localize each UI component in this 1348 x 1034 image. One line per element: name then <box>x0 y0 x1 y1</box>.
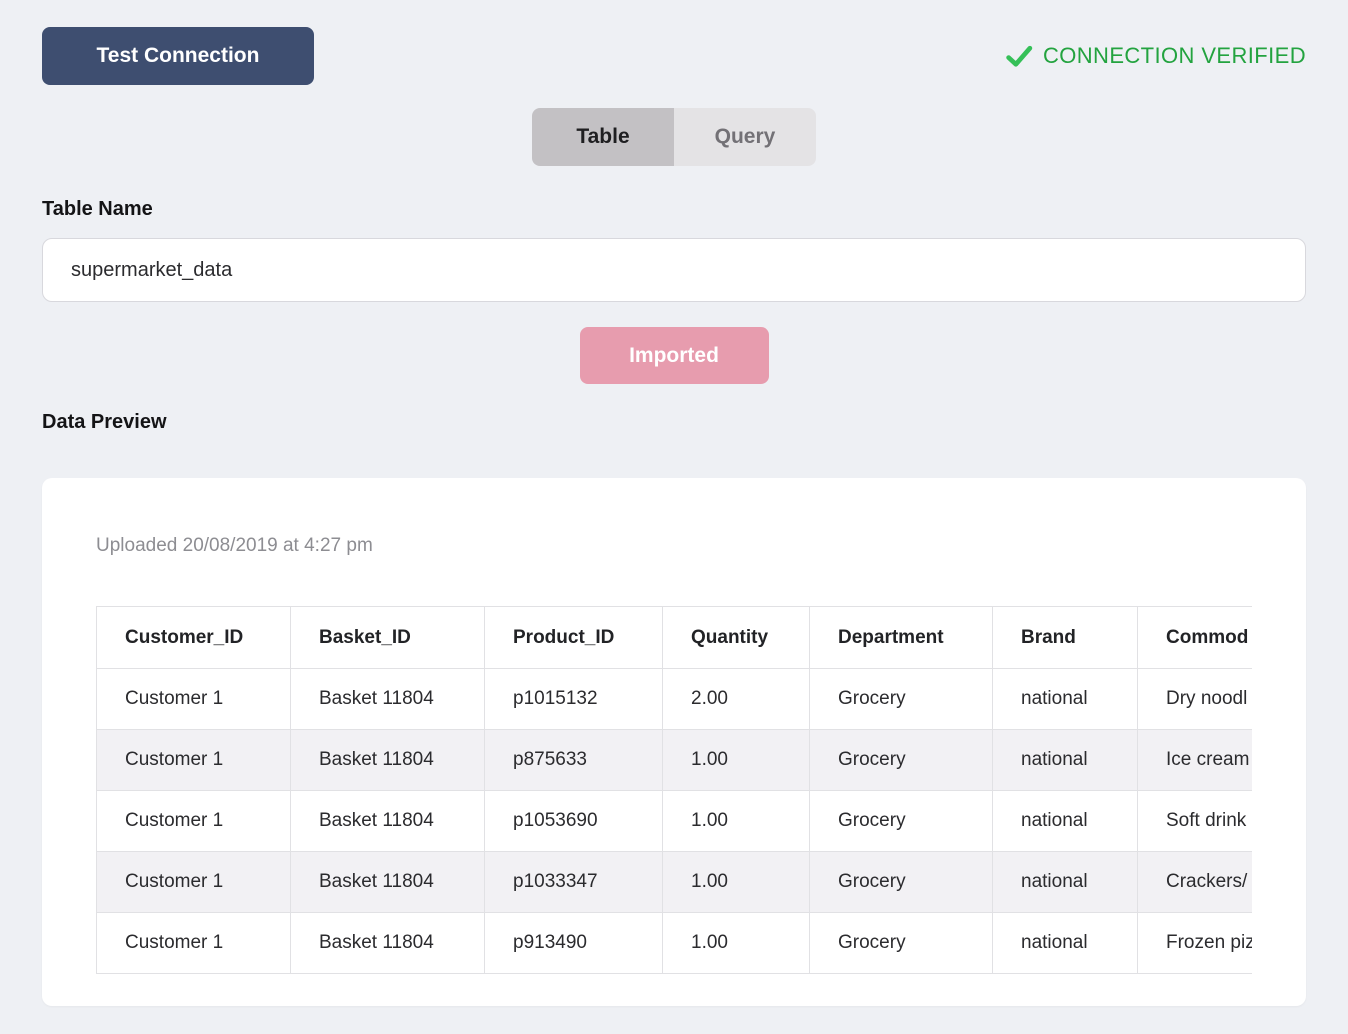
table-cell: Soft drink <box>1137 790 1252 852</box>
uploaded-timestamp: Uploaded 20/08/2019 at 4:27 pm <box>96 535 373 556</box>
imported-button[interactable]: Imported <box>579 327 769 384</box>
table-cell: national <box>992 912 1138 974</box>
table-cell: 1.00 <box>662 729 810 791</box>
table-name-label: Table Name <box>42 198 153 220</box>
data-preview-card: Uploaded 20/08/2019 at 4:27 pm Customer_… <box>42 478 1306 1006</box>
table-row: Customer 1 Basket 11804 p1015132 2.00 Grocer… <box>96 668 1252 730</box>
table-cell: Grocery <box>809 790 993 852</box>
table-cell: Customer 1 <box>96 729 291 791</box>
table-cell: Grocery <box>809 851 993 913</box>
table-cell: Frozen piz <box>1137 912 1252 974</box>
table-cell: p1015132 <box>484 668 663 730</box>
table-cell: Customer 1 <box>96 668 291 730</box>
table-cell: 2.00 <box>662 668 810 730</box>
connection-status-label: CONNECTION VERIFIED <box>1042 43 1306 68</box>
connection-status: CONNECTION VERIFIED <box>1006 43 1306 70</box>
column-header: Basket_ID <box>290 606 485 669</box>
tab-table[interactable]: Table <box>532 108 674 166</box>
table-cell: Grocery <box>809 729 993 791</box>
table-name-input[interactable] <box>42 238 1306 302</box>
column-header: Commod <box>1137 606 1252 669</box>
table-cell: Grocery <box>809 668 993 730</box>
tabs-row: Table Query <box>42 108 1306 166</box>
page-container: Test Connection CONNECTION VERIFIED Tabl… <box>42 0 1306 1006</box>
column-header: Quantity <box>662 606 810 669</box>
table-row: Customer 1 Basket 11804 p875633 1.00 Grocery… <box>96 729 1252 791</box>
table-cell: Ice cream <box>1137 729 1252 791</box>
test-connection-button[interactable]: Test Connection <box>42 27 314 85</box>
column-header: Department <box>809 606 993 669</box>
imported-row: Imported <box>42 327 1306 384</box>
data-table-viewport: Customer_ID Basket_ID Product_ID Quantity De… <box>96 606 1252 974</box>
table-cell: national <box>992 851 1138 913</box>
table-cell: Customer 1 <box>96 912 291 974</box>
table-cell: 1.00 <box>662 790 810 852</box>
table-cell: p1053690 <box>484 790 663 852</box>
table-cell: Basket 11804 <box>290 851 485 913</box>
column-header: Product_ID <box>484 606 663 669</box>
table-cell: Customer 1 <box>96 851 291 913</box>
table-cell: p875633 <box>484 729 663 791</box>
table-header: Customer_ID Basket_ID Product_ID Quantity De… <box>96 606 1252 669</box>
table-cell: national <box>992 790 1138 852</box>
table-cell: Dry noodl <box>1137 668 1252 730</box>
table-row: Customer 1 Basket 11804 p1033347 1.00 Grocer… <box>96 851 1252 913</box>
column-header: Customer_ID <box>96 606 291 669</box>
table-query-toggle: Table Query <box>532 108 816 166</box>
check-icon <box>1006 43 1033 70</box>
table-cell: Basket 11804 <box>290 729 485 791</box>
table-body: Customer 1 Basket 11804 p1015132 2.00 Grocer… <box>96 668 1252 974</box>
table-cell: p913490 <box>484 912 663 974</box>
table-row: Customer 1 Basket 11804 p1053690 1.00 Grocer… <box>96 790 1252 852</box>
top-bar: Test Connection CONNECTION VERIFIED <box>42 27 1306 85</box>
table-cell: national <box>992 668 1138 730</box>
table-cell: Customer 1 <box>96 790 291 852</box>
table-cell: Crackers/ <box>1137 851 1252 913</box>
table-cell: Basket 11804 <box>290 790 485 852</box>
table-cell: national <box>992 729 1138 791</box>
data-preview-heading: Data Preview <box>42 411 167 433</box>
table-cell: Basket 11804 <box>290 912 485 974</box>
table-cell: Grocery <box>809 912 993 974</box>
data-preview-table: Customer_ID Basket_ID Product_ID Quantity De… <box>96 606 1252 974</box>
table-row: Customer 1 Basket 11804 p913490 1.00 Grocery… <box>96 912 1252 974</box>
column-header: Brand <box>992 606 1138 669</box>
tab-query[interactable]: Query <box>674 108 816 166</box>
table-header-row: Customer_ID Basket_ID Product_ID Quantity De… <box>96 606 1252 669</box>
table-cell: Basket 11804 <box>290 668 485 730</box>
table-cell: 1.00 <box>662 851 810 913</box>
table-cell: p1033347 <box>484 851 663 913</box>
table-cell: 1.00 <box>662 912 810 974</box>
